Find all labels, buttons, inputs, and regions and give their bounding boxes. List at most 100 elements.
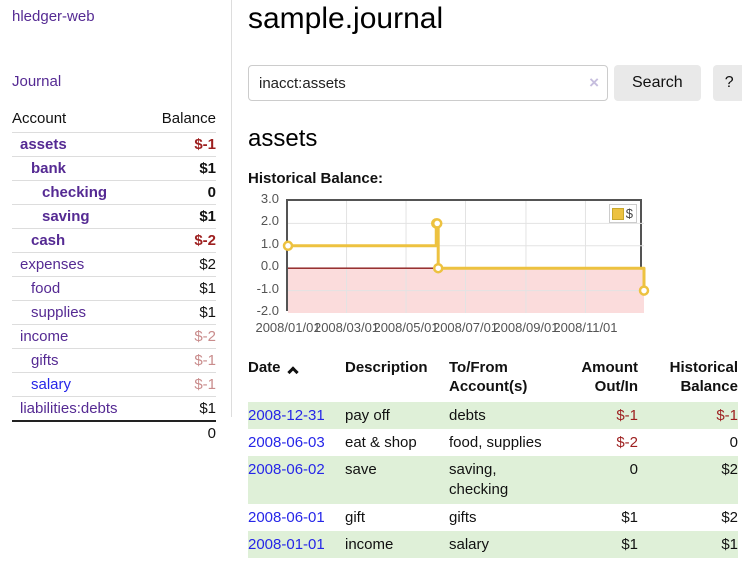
accounts-header-balance: Balance — [161, 110, 216, 127]
account-balance: $1 — [199, 400, 216, 417]
transaction-accounts: salary — [449, 535, 490, 553]
chart-legend: $ — [608, 204, 637, 223]
x-axis-tick-label: 2008/07/01 — [432, 320, 499, 335]
sidebar-account-link-supplies[interactable]: supplies — [31, 304, 87, 321]
transaction-date-link[interactable]: 2008-12-31 — [248, 406, 325, 424]
transaction-description: save — [345, 461, 377, 478]
transaction-amount: $-2 — [616, 433, 638, 451]
legend-swatch-icon — [611, 207, 624, 220]
transaction-row: 2008-06-01 gift gifts $1 $2 — [248, 504, 738, 531]
search-bar: × Search ? — [248, 65, 742, 101]
sidebar-account-link-liabilities-debts[interactable]: liabilities:debts — [20, 400, 118, 417]
sidebar-account-link-salary[interactable]: salary — [31, 376, 72, 393]
y-axis-tick-label: 3.0 — [260, 191, 279, 206]
y-axis-tick-label: -2.0 — [256, 303, 279, 318]
sort-ascending-icon — [286, 366, 299, 378]
sidebar-account-link-expenses[interactable]: expenses — [20, 256, 85, 273]
transaction-date-link[interactable]: 2008-06-03 — [248, 433, 325, 451]
x-axis-tick-label: 2008/09/01 — [493, 320, 559, 335]
register-table: Date Description To/From Account(s) Amount Ou… — [248, 359, 738, 558]
account-balance: $-1 — [194, 352, 216, 369]
sidebar-account-link-assets[interactable]: assets — [20, 136, 67, 153]
account-balance: $1 — [199, 304, 216, 321]
sidebar-account-link-checking[interactable]: checking — [42, 184, 108, 201]
transaction-balance: $2 — [721, 461, 738, 478]
account-balance: $1 — [199, 160, 216, 177]
transaction-accounts: food, supplies — [449, 433, 542, 451]
page-title: sample.journal — [248, 2, 444, 35]
x-axis-tick-label: 2008/01/01 — [255, 320, 321, 335]
register-header-amount: Amount Out/In — [581, 359, 638, 395]
transaction-accounts: gifts — [449, 508, 477, 526]
sidebar-account-link-cash[interactable]: cash — [31, 232, 66, 249]
clear-search-icon[interactable]: × — [589, 73, 599, 92]
y-axis-tick-label: -1.0 — [256, 280, 279, 296]
transaction-description: pay off — [345, 406, 390, 424]
help-button[interactable]: ? — [712, 65, 742, 101]
account-balance: $-2 — [194, 232, 216, 249]
account-row: bank $1 — [12, 156, 216, 181]
transaction-amount: 0 — [629, 461, 638, 478]
x-axis-tick-label: 2008/03/01 — [313, 320, 380, 335]
account-balance: $-1 — [194, 136, 216, 153]
sidebar-account-link-bank[interactable]: bank — [31, 160, 67, 177]
account-row: supplies $1 — [12, 300, 216, 325]
account-balance: 0 — [207, 184, 216, 201]
account-row: saving $1 — [12, 204, 216, 229]
y-axis-tick-label: 1.0 — [260, 235, 279, 251]
accounts-total-row: 0 — [12, 421, 216, 446]
account-row: liabilities:debts $1 — [12, 396, 216, 422]
account-row: expenses $2 — [12, 252, 216, 277]
transaction-row: 2008-01-01 income salary $1 $1 — [248, 530, 738, 558]
account-row: food $1 — [12, 276, 216, 301]
transaction-date-link[interactable]: 2008-06-01 — [248, 508, 325, 526]
sidebar: hledger-web Journal Account Balance asse… — [0, 0, 232, 442]
search-input[interactable] — [248, 65, 608, 101]
accounts-table: Account Balance assets $-1 bank $1 checking 0… — [12, 106, 216, 446]
chart-title: Historical Balance: — [248, 170, 384, 187]
y-axis-tick-label: 2.0 — [260, 213, 279, 229]
sidebar-account-link-saving[interactable]: saving — [42, 208, 90, 225]
nav-journal-link[interactable]: Journal — [12, 73, 62, 90]
transaction-row: 2008-12-31 pay off debts $-1 $-1 — [248, 401, 738, 429]
account-balance: $1 — [199, 280, 216, 297]
sidebar-account-link-income[interactable]: income — [20, 328, 69, 345]
account-row: checking 0 — [12, 180, 216, 205]
account-balance: $2 — [199, 256, 216, 273]
page: hledger-web Journal Account Balance asse… — [0, 0, 742, 558]
legend-label: $ — [625, 206, 633, 221]
transaction-row: 2008-06-02 save saving, checking 0 $2 — [248, 456, 738, 504]
x-axis-tick-label: 2008/05/01 — [373, 320, 439, 335]
accounts-total-value: 0 — [207, 425, 216, 442]
main-content: sample.journal × Search ? assets Histori… — [232, 0, 742, 558]
transaction-accounts: saving, checking — [449, 461, 509, 499]
accounts-header-account: Account — [12, 110, 67, 127]
account-row: income $-2 — [12, 324, 216, 349]
register-header-date[interactable]: Date — [248, 359, 345, 402]
account-balance: $-1 — [194, 376, 216, 393]
transaction-description: gift — [345, 508, 366, 526]
transaction-balance: 0 — [729, 433, 738, 451]
transaction-amount: $1 — [621, 535, 638, 553]
y-axis-tick-label: 0.0 — [260, 258, 279, 274]
transaction-amount: $1 — [621, 508, 638, 526]
account-heading: assets — [248, 125, 318, 152]
chart-canvas — [282, 201, 650, 313]
register-header-to-from: To/From Account(s) — [449, 359, 528, 395]
transaction-date-link[interactable]: 2008-06-02 — [248, 461, 325, 478]
brand-link[interactable]: hledger-web — [12, 8, 95, 25]
account-row: cash $-2 — [12, 228, 216, 253]
transaction-amount: $-1 — [616, 406, 638, 424]
transaction-balance: $1 — [721, 535, 738, 553]
sidebar-nav: Journal — [12, 73, 231, 91]
register-header-description: Description — [345, 359, 428, 376]
sidebar-account-link-food[interactable]: food — [31, 280, 61, 297]
transaction-balance: $2 — [721, 508, 738, 526]
register-body: 2008-12-31 pay off debts $-1 $-1 2008-06-03 ea… — [248, 401, 738, 558]
register-header-row: Date Description To/From Account(s) Amount Ou… — [248, 359, 738, 402]
search-button[interactable]: Search — [614, 65, 701, 101]
transaction-description: income — [345, 535, 394, 553]
chart-plot-area[interactable]: $ — [282, 199, 650, 313]
transaction-date-link[interactable]: 2008-01-01 — [248, 535, 325, 553]
sidebar-account-link-gifts[interactable]: gifts — [31, 352, 59, 369]
